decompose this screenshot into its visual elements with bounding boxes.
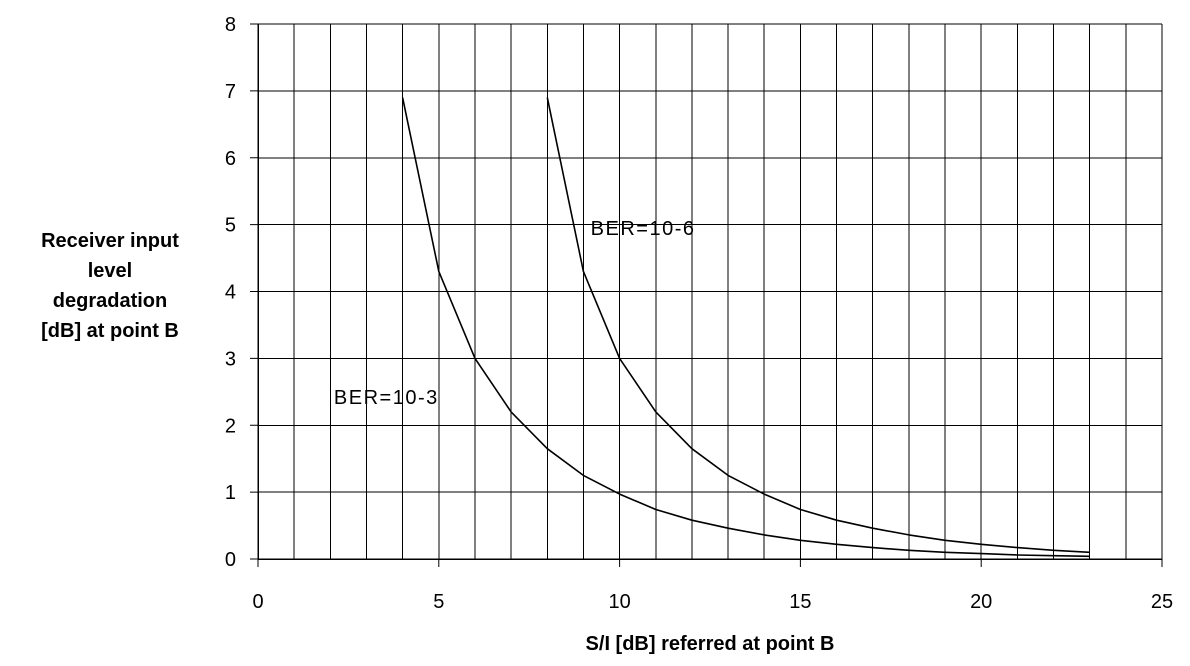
x-tick-label: 5	[433, 591, 444, 613]
y-axis-label-line-1: Receiver input	[41, 230, 179, 252]
y-axis-label: Receiver input level degradation [dB] at…	[0, 226, 220, 346]
x-tick-labels: 0 5 10 15 20 25	[252, 591, 1173, 613]
annotations: BER=10-3 BER=10-6	[334, 218, 696, 409]
y-axis-label-line-3: degradation	[52, 290, 168, 312]
y-tick-labels: 0 1 2 3 4 5 6 7 8	[225, 14, 236, 571]
x-tick-label: 25	[1151, 591, 1173, 613]
y-tick-label: 6	[225, 148, 236, 170]
series-line	[546, 97, 1090, 554]
grid-lines	[257, 23, 1163, 560]
y-tick-label: 8	[225, 14, 236, 36]
x-tick-label: 20	[970, 591, 992, 613]
x-axis-label: S/I [dB] referred at point B	[585, 633, 835, 655]
series-lines	[401, 97, 1090, 558]
series-line	[401, 97, 1090, 558]
y-tick-label: 7	[225, 81, 236, 103]
y-axis-label-line-2: level	[87, 260, 133, 282]
y-axis-label-line-4: [dB] at point B	[41, 320, 179, 342]
axes	[250, 23, 1163, 567]
y-tick-label: 2	[225, 415, 236, 437]
series-annotation-label: BER=10-6	[591, 218, 696, 240]
x-tick-label: 10	[608, 591, 630, 613]
y-tick-label: 4	[225, 282, 236, 304]
series-annotation-label: BER=10-3	[334, 387, 439, 409]
y-tick-label: 5	[225, 215, 236, 237]
y-tick-label: 1	[225, 482, 236, 504]
y-tick-label: 0	[225, 549, 236, 571]
x-tick-label: 15	[789, 591, 811, 613]
y-tick-label: 3	[225, 348, 236, 370]
x-tick-label: 0	[252, 591, 263, 613]
